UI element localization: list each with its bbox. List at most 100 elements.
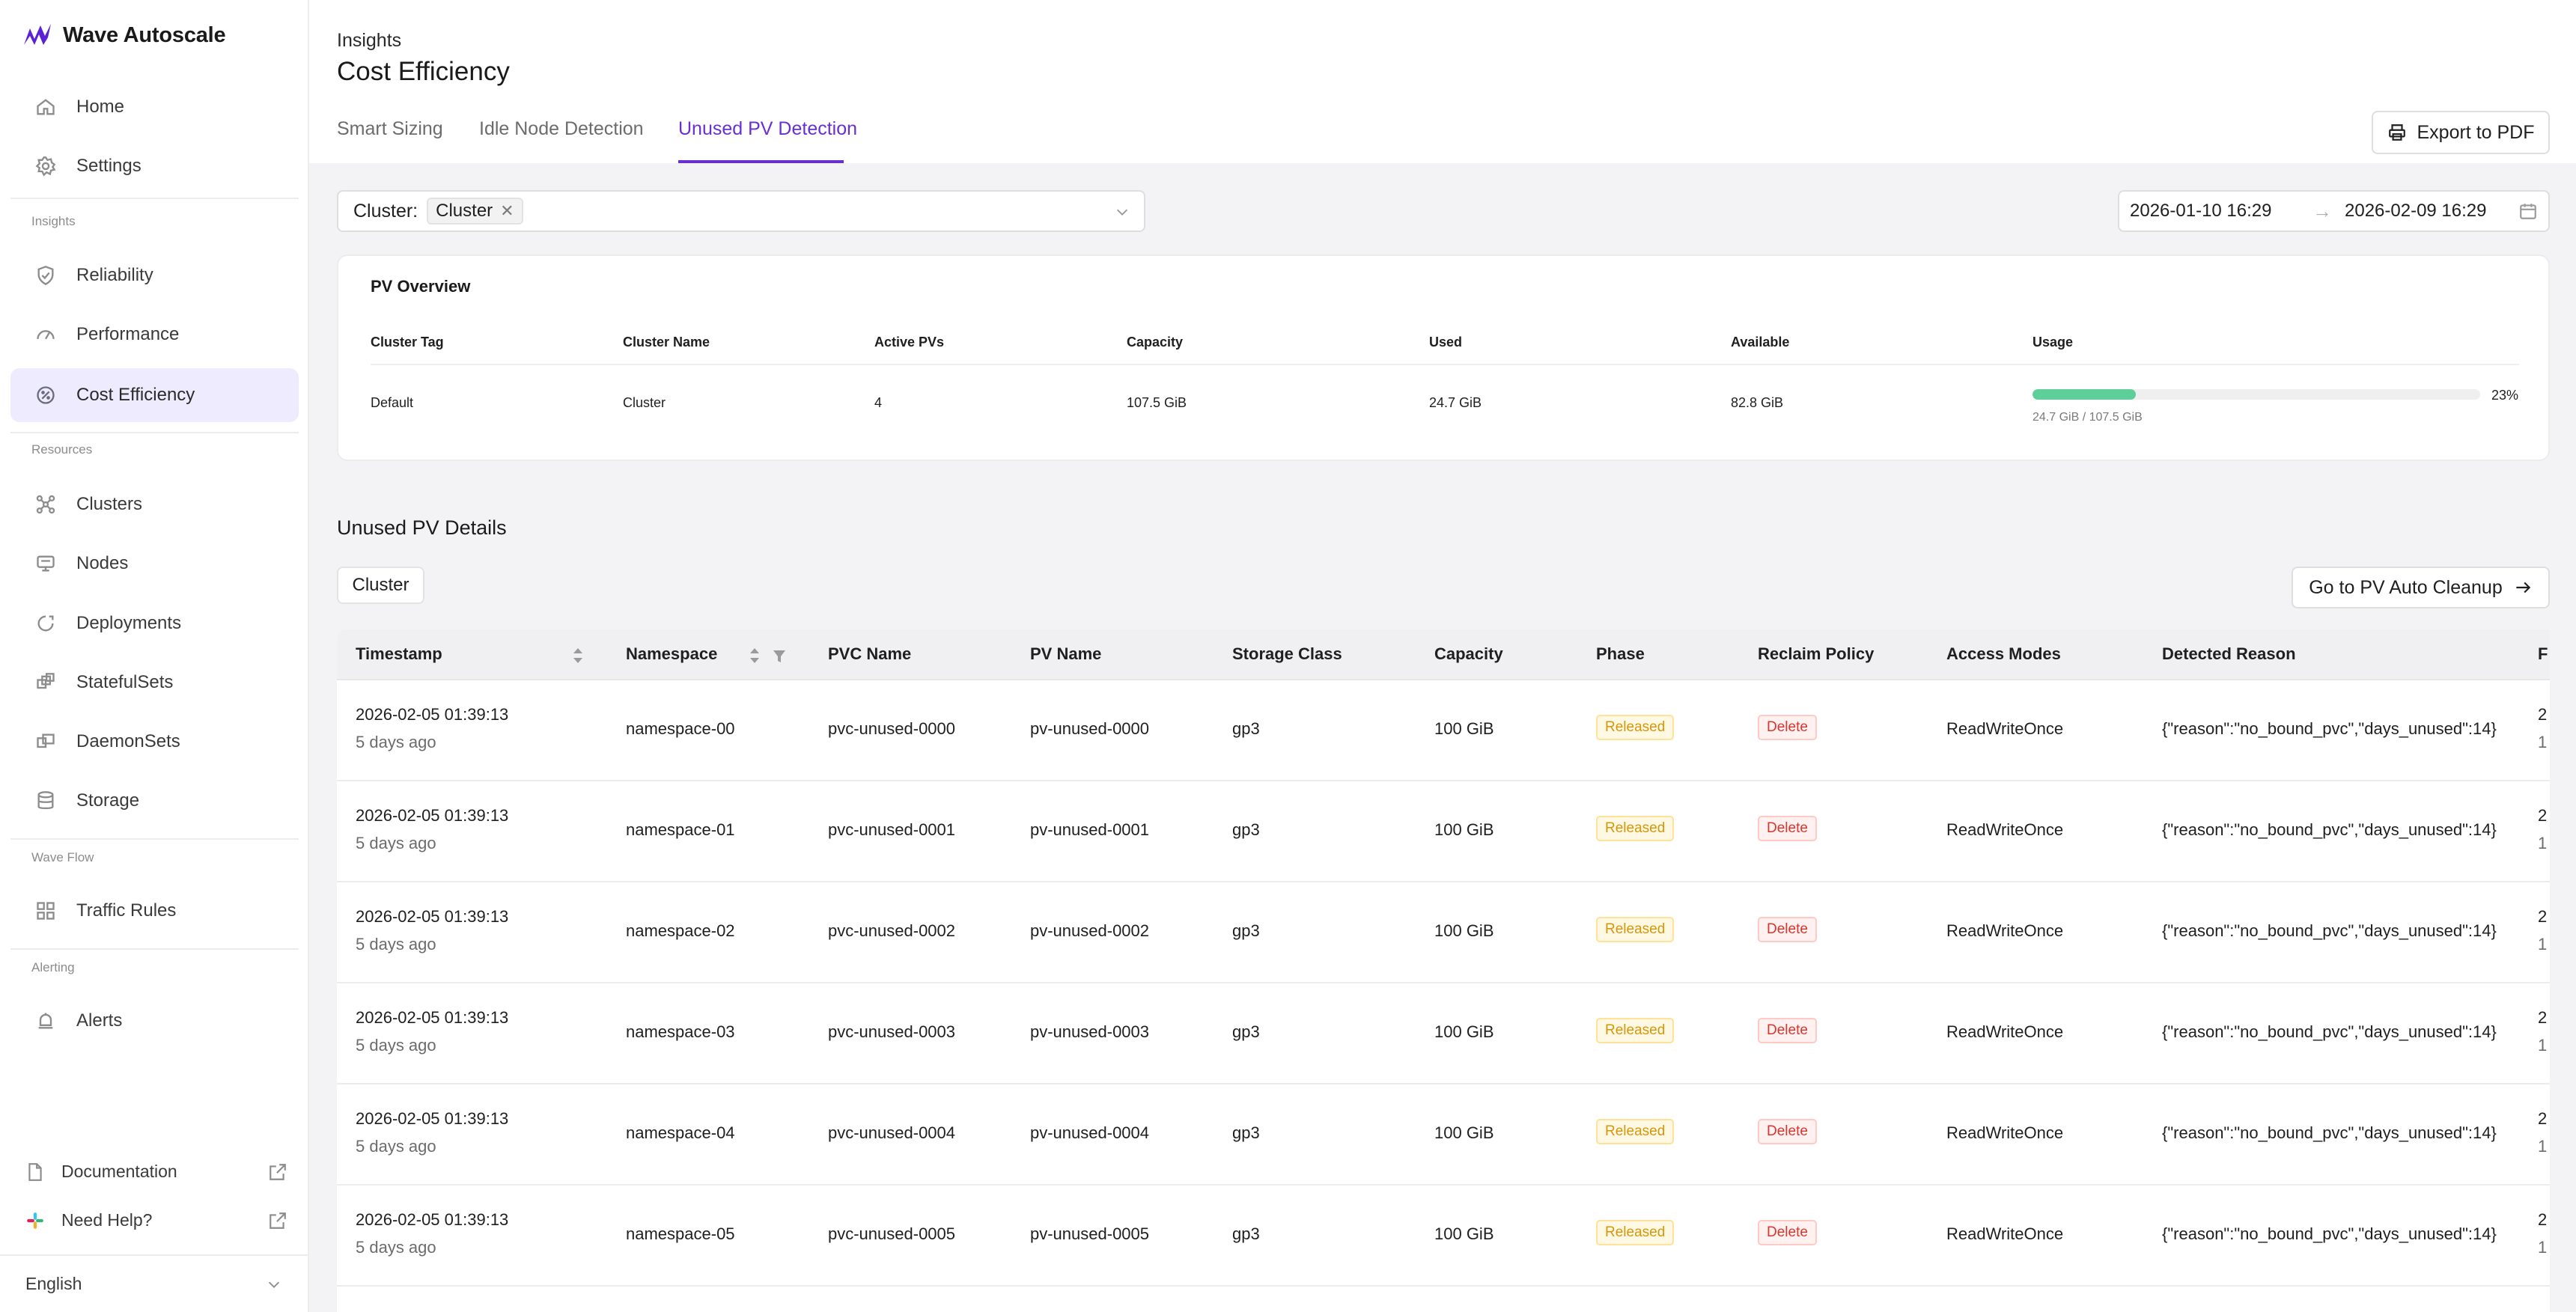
sidebar-item-deployments[interactable]: Deployments xyxy=(10,596,299,650)
date-end[interactable]: 2026-02-09 16:29 xyxy=(2345,201,2487,221)
sort-icon[interactable] xyxy=(571,644,585,667)
date-range-picker[interactable]: 2026-01-10 16:29 → 2026-02-09 16:29 xyxy=(2118,190,2550,232)
sidebar-item-label: Storage xyxy=(76,790,140,811)
sort-icon[interactable] xyxy=(748,644,761,667)
cell-pvc-name: pvc-unused-0005 xyxy=(828,1224,956,1243)
table-row[interactable]: 2026-02-05 01:39:13 5 days ago namespace-0… xyxy=(337,680,2550,781)
sidebar: Wave Autoscale Home Settings Insights Re… xyxy=(0,0,309,1312)
cell-access-modes: ReadWriteOnce xyxy=(1946,719,2064,738)
cell-capacity: 100 GiB xyxy=(1434,820,1494,839)
sidebar-item-statefulsets[interactable]: StatefulSets xyxy=(10,656,299,710)
column-header-namespace[interactable]: Namespace xyxy=(626,644,718,663)
table-row[interactable]: 2026-02-05 01:39:13 5 days ago namespace-0… xyxy=(337,983,2550,1084)
cell-access-modes: ReadWriteOnce xyxy=(1946,921,2064,940)
language-value: English xyxy=(25,1274,82,1293)
table-row[interactable]: 2026-02-05 01:39:13 5 days ago namespace-0… xyxy=(337,1084,2550,1186)
cell-capacity: 100 GiB xyxy=(1434,1224,1494,1243)
active-tab-indicator xyxy=(678,160,844,163)
sidebar-item-clusters[interactable]: Clusters xyxy=(10,477,299,531)
sidebar-item-reliability[interactable]: Reliability xyxy=(10,248,299,302)
section-label-resources: Resources xyxy=(31,442,93,457)
cell-access-modes: ReadWriteOnce xyxy=(1946,1022,2064,1041)
column-header-access-modes: Access Modes xyxy=(1946,644,2061,663)
cell-truncated: 2 xyxy=(2538,907,2548,926)
reclaim-policy-badge: Delete xyxy=(1758,1220,1817,1245)
cell-truncated: 1 xyxy=(2538,834,2548,852)
gear-icon xyxy=(34,155,57,177)
external-link-icon xyxy=(270,1212,286,1229)
tab-idle-node-detection[interactable]: Idle Node Detection xyxy=(479,118,644,139)
reclaim-policy-badge: Delete xyxy=(1758,715,1817,740)
logo[interactable]: Wave Autoscale xyxy=(22,22,226,48)
cell-namespace: namespace-01 xyxy=(626,820,735,839)
daemonset-icon xyxy=(34,730,57,753)
pv-auto-cleanup-button[interactable]: Go to PV Auto Cleanup xyxy=(2292,567,2550,608)
documentation-link[interactable]: Documentation xyxy=(25,1162,287,1182)
reclaim-policy-badge: Delete xyxy=(1758,816,1817,841)
cell-detected-reason: {"reason":"no_bound_pvc","days_unused":1… xyxy=(2162,1123,2497,1142)
gauge-icon xyxy=(34,323,57,346)
overview-cluster-name: Cluster xyxy=(623,395,666,410)
cell-namespace: namespace-02 xyxy=(626,921,735,940)
sidebar-item-traffic-rules[interactable]: Traffic Rules xyxy=(10,884,299,938)
cell-storage-class: gp3 xyxy=(1232,1022,1260,1041)
overview-active-pvs: 4 xyxy=(874,395,883,410)
sidebar-item-cost-efficiency[interactable]: Cost Efficiency xyxy=(10,368,299,422)
sidebar-item-storage[interactable]: Storage xyxy=(10,774,299,828)
filter-icon[interactable] xyxy=(773,644,786,667)
sidebar-item-home[interactable]: Home xyxy=(10,80,299,134)
section-label-alerting: Alerting xyxy=(31,960,75,974)
language-select[interactable]: English xyxy=(0,1254,308,1312)
sidebar-item-daemonsets[interactable]: DaemonSets xyxy=(10,715,299,769)
cluster-filter-chip[interactable]: Cluster xyxy=(337,567,424,604)
breadcrumb[interactable]: Insights xyxy=(337,30,402,51)
divider xyxy=(10,948,299,950)
reclaim-policy-badge: Delete xyxy=(1758,1119,1817,1144)
table-row[interactable]: 2026-02-05 01:39:13 5 days ago namespace-0… xyxy=(337,781,2550,882)
traffic-rules-icon xyxy=(34,900,57,922)
phase-badge: Released xyxy=(1596,917,1675,942)
table-row[interactable]: 2026-02-05 01:39:13 5 days ago namespace-0… xyxy=(337,882,2550,983)
overview-available: 82.8 GiB xyxy=(1731,395,1784,410)
cell-truncated: 1 xyxy=(2538,733,2548,751)
reclaim-policy-badge: Delete xyxy=(1758,917,1817,942)
statefulset-icon xyxy=(34,671,57,694)
cell-pvc-name: pvc-unused-0002 xyxy=(828,921,956,940)
cell-truncated: 2 xyxy=(2538,806,2548,825)
column-header-pvc-name: PVC Name xyxy=(828,644,912,663)
tab-unused-pv-detection[interactable]: Unused PV Detection xyxy=(678,118,858,139)
column-header-pv-name: PV Name xyxy=(1030,644,1102,663)
tab-smart-sizing[interactable]: Smart Sizing xyxy=(337,118,443,139)
column-header-timestamp[interactable]: Timestamp xyxy=(356,644,442,663)
cell-namespace: namespace-04 xyxy=(626,1123,735,1142)
table-row[interactable]: 2026-02-05 01:39:13 5 days ago namespace-0… xyxy=(337,1186,2550,1287)
sidebar-item-nodes[interactable]: Nodes xyxy=(10,537,299,591)
sidebar-item-label: StatefulSets xyxy=(76,672,174,692)
date-start[interactable]: 2026-01-10 16:29 xyxy=(2130,201,2272,221)
sidebar-item-settings[interactable]: Settings xyxy=(10,139,299,193)
pv-overview-title: PV Overview xyxy=(371,277,471,296)
overview-header: Cluster Tag xyxy=(371,335,444,350)
export-label: Export to PDF xyxy=(2417,121,2535,143)
sidebar-item-performance[interactable]: Performance xyxy=(10,308,299,361)
column-header-truncated: F xyxy=(2538,644,2548,663)
cluster-filter-select[interactable]: Cluster: Cluster ✕ xyxy=(337,190,1145,232)
cell-access-modes: ReadWriteOnce xyxy=(1946,1224,2064,1243)
cell-pv-name: pv-unused-0000 xyxy=(1030,719,1150,738)
cell-access-modes: ReadWriteOnce xyxy=(1946,820,2064,839)
usage-percent: 23% xyxy=(2491,388,2519,403)
close-icon[interactable]: ✕ xyxy=(500,201,514,220)
cost-icon xyxy=(34,384,57,406)
export-pdf-button[interactable]: Export to PDF xyxy=(2372,111,2550,154)
cell-truncated: 2 xyxy=(2538,1210,2548,1229)
cell-capacity: 100 GiB xyxy=(1434,921,1494,940)
overview-header: Cluster Name xyxy=(623,335,710,350)
cell-pv-name: pv-unused-0005 xyxy=(1030,1224,1150,1243)
cell-truncated: 1 xyxy=(2538,1238,2548,1257)
sidebar-item-alerts[interactable]: Alerts xyxy=(10,994,299,1048)
phase-badge: Released xyxy=(1596,1119,1675,1144)
cell-storage-class: gp3 xyxy=(1232,1123,1260,1142)
usage-detail: 24.7 GiB / 107.5 GiB xyxy=(2033,411,2143,424)
help-link[interactable]: Need Help? xyxy=(25,1210,287,1230)
cell-timestamp: 2026-02-05 01:39:13 xyxy=(356,705,509,724)
